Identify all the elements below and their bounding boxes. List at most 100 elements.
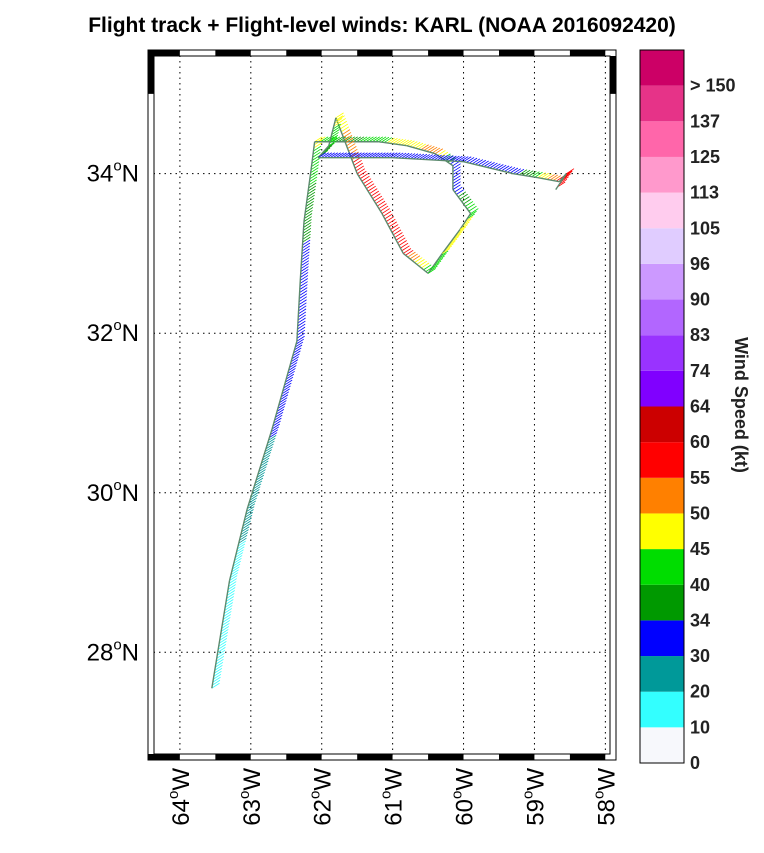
wind-barb — [230, 572, 239, 578]
wind-barb — [480, 160, 489, 167]
wind-barb — [342, 129, 351, 135]
wind-barb — [377, 200, 386, 207]
wind-barb — [355, 165, 364, 172]
colorbar-tick-label: 74 — [690, 361, 710, 381]
frame-block — [428, 754, 464, 760]
wind-barb — [477, 159, 487, 166]
wind-barb — [423, 145, 432, 151]
wind-barb — [251, 489, 260, 495]
wind-barb — [268, 435, 277, 441]
wind-barb — [257, 469, 266, 475]
flight-track-segment — [459, 213, 472, 230]
frame-block — [392, 50, 429, 56]
wind-barb — [516, 168, 525, 175]
frame-block — [605, 754, 616, 760]
wind-barb — [468, 205, 477, 212]
wind-barb — [323, 136, 332, 143]
wind-barb — [269, 432, 278, 438]
wind-barb — [299, 293, 308, 299]
frame-block — [286, 754, 322, 760]
wind-barb — [345, 137, 354, 144]
wind-barb — [470, 208, 479, 214]
wind-barb — [310, 167, 319, 174]
wind-barb — [300, 260, 310, 266]
wind-barb — [332, 126, 341, 133]
colorbar-swatch-2 — [640, 656, 684, 692]
wind-barb — [335, 112, 344, 119]
wind-barb — [265, 443, 274, 450]
wind-barb — [566, 168, 575, 174]
degree-mark: o — [307, 791, 324, 799]
wind-barb — [270, 426, 280, 433]
wind-barb — [243, 517, 252, 524]
wind-barb — [310, 164, 319, 170]
wind-barb — [302, 233, 311, 240]
wind-barb — [338, 152, 347, 159]
frame-block — [179, 50, 216, 56]
colorbar-swatch-14 — [640, 228, 684, 264]
wind-barb — [362, 136, 371, 143]
wind-barb — [245, 509, 254, 515]
wind-barb — [307, 188, 316, 195]
wind-barb — [344, 134, 353, 141]
flight-track-segment — [406, 145, 436, 155]
wind-barb — [465, 201, 474, 207]
wind-barb — [254, 480, 263, 487]
wind-barb — [261, 457, 270, 464]
wind-barb — [228, 578, 237, 584]
wind-barb — [307, 191, 316, 198]
wind-barb — [292, 350, 301, 357]
wind-barb — [456, 189, 465, 195]
colorbar-swatch-11 — [640, 335, 684, 371]
wind-barb — [299, 290, 308, 296]
wind-barb — [420, 144, 429, 151]
flight-track-segment — [513, 172, 539, 179]
lon-degrees: 58 — [593, 799, 620, 826]
wind-speed-colorbar: 0 10 20 30 34 40 45 50 55 60 64 74 83 90 96 105 113 125 13… — [639, 49, 736, 773]
lat-label-32: 32oN — [87, 317, 139, 347]
wind-barb — [237, 543, 246, 550]
wind-barb — [217, 647, 226, 653]
wind-barb — [276, 409, 285, 415]
colorbar-tick-label: 55 — [690, 468, 710, 488]
wind-barb — [454, 186, 463, 193]
colorbar-swatch-9 — [640, 406, 684, 443]
colorbar-swatch-18 — [640, 85, 684, 122]
frame-block — [569, 754, 606, 760]
wind-barb — [328, 140, 337, 147]
wind-barb — [308, 182, 317, 189]
wind-barb — [308, 179, 317, 186]
lon-label-59: 59oW — [519, 768, 549, 826]
wind-barb — [287, 368, 296, 374]
wind-barb — [395, 138, 404, 145]
flight-track-segment — [402, 252, 429, 274]
wind-barb — [368, 152, 377, 159]
wind-barb — [368, 136, 377, 143]
wind-barb — [452, 181, 461, 187]
wind-barb — [244, 512, 254, 518]
wind-barb — [278, 400, 287, 406]
flight-track-segment — [211, 580, 231, 689]
wind-barb — [418, 260, 427, 267]
wind-barb — [302, 230, 311, 237]
wind-barb — [233, 557, 242, 564]
wind-barb — [371, 152, 380, 159]
wind-barb — [338, 136, 347, 143]
wind-barb — [364, 180, 373, 187]
wind-barb — [247, 503, 256, 510]
wind-barb — [285, 373, 295, 380]
wind-barb — [246, 506, 255, 512]
wind-barb — [463, 198, 472, 205]
colorbar-tick-label: 20 — [690, 682, 710, 702]
wind-barb — [388, 221, 397, 228]
flight-track-segment — [299, 221, 305, 278]
colorbar-swatch-13 — [640, 263, 684, 300]
wind-barb — [229, 575, 238, 581]
frame-block — [148, 50, 180, 56]
wind-barb — [423, 264, 432, 271]
wind-barb — [284, 379, 293, 386]
wind-barb — [410, 153, 419, 160]
colorbar-swatch-10 — [640, 370, 684, 407]
wind-barb — [248, 497, 257, 504]
